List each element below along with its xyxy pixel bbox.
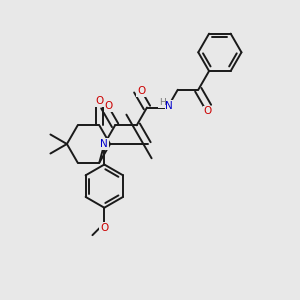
Text: N: N [100,139,108,149]
Text: O: O [100,223,108,233]
Text: H: H [159,98,166,107]
Text: O: O [137,86,146,96]
Text: O: O [204,106,212,116]
Text: O: O [104,101,112,111]
Text: O: O [95,96,103,106]
Text: N: N [165,101,173,111]
